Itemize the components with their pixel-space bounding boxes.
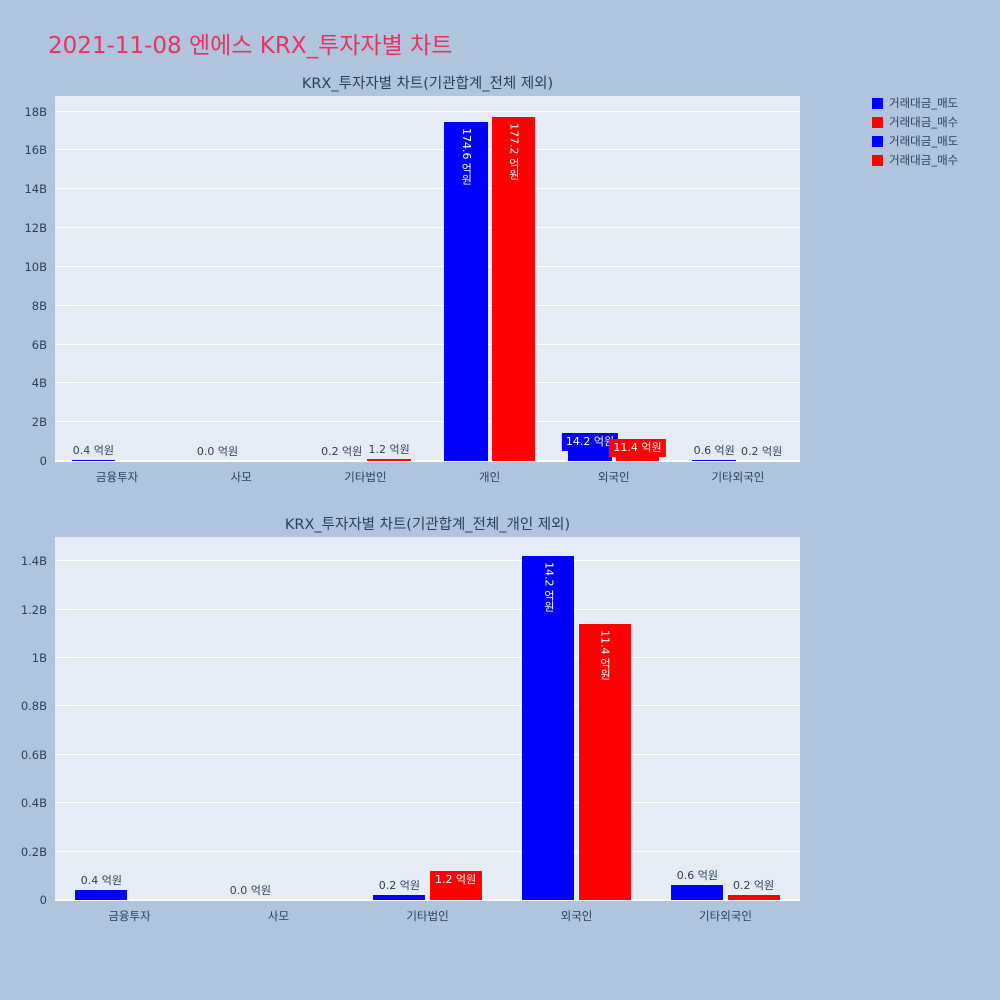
bar-value-label: 0.2 억원	[321, 444, 363, 458]
legend-item[interactable]: 거래대금_매수	[872, 152, 958, 168]
y-tick-label: 14B	[24, 182, 47, 197]
bar-value-label: 1.2 억원	[368, 442, 410, 456]
bar-value-label: 0.0 억원	[229, 884, 272, 897]
y-tick-label: 10B	[24, 259, 47, 274]
gridline	[55, 382, 800, 384]
legend-swatch-icon	[872, 97, 883, 109]
gridline	[55, 460, 800, 462]
gridline	[55, 304, 800, 306]
page-title: 2021-11-08 엔에스 KRX_투자자별 차트	[48, 33, 453, 59]
gridline	[55, 188, 800, 190]
legend-item-label: 거래대금_매수	[889, 153, 959, 167]
bar-value-label: 0.6 억원	[693, 443, 735, 457]
x-category-label: 외국인	[560, 909, 593, 923]
bar-value-label: 11.4 억원	[609, 438, 666, 457]
bar-value-label: 14.2 억원	[561, 433, 619, 452]
bar-value-label: 0.4 억원	[80, 874, 123, 888]
y-tick-label: 0.6B	[20, 747, 47, 762]
bar[interactable]	[71, 460, 116, 461]
y-tick-label: 0.4B	[20, 796, 47, 811]
legend-item[interactable]: 거래대금_매수	[872, 114, 958, 130]
x-category-label: 금융투자	[108, 909, 151, 923]
legend-item[interactable]: 거래대금_매도	[872, 133, 958, 149]
gridline	[55, 899, 800, 901]
legend-item-label: 거래대금_매도	[889, 96, 959, 110]
gridline	[55, 227, 800, 229]
plot-area[interactable]: 0 0.2B 0.4B 0.6B 0.8B 1B 1.2B 1.4B 금융투자 사모 기타법인 외국인…	[21, 537, 800, 923]
bar[interactable]	[367, 458, 411, 461]
gridline	[55, 149, 800, 151]
x-category-label: 개인	[478, 470, 501, 484]
bar[interactable]	[692, 459, 736, 461]
x-category-label: 금융투자	[95, 470, 139, 484]
gridline	[55, 705, 800, 707]
bar-value-label: 0.2 억원	[732, 879, 775, 893]
y-tick-label: 12B	[24, 221, 47, 236]
y-tick-label: 0	[39, 454, 47, 468]
y-tick-label: 8B	[31, 298, 47, 313]
bar[interactable]	[671, 885, 724, 900]
legend-item[interactable]: 거래대금_매도	[872, 95, 958, 111]
bar[interactable]	[444, 122, 488, 461]
bar-value-label: 0.2 억원	[378, 879, 421, 893]
legend-swatch-icon	[872, 154, 883, 166]
gridline	[55, 110, 800, 112]
x-category-label: 사모	[267, 909, 290, 923]
bar-value-label: 11.4 억원	[598, 630, 612, 681]
legend-swatch-icon	[872, 116, 883, 128]
legend-swatch-icon	[872, 135, 883, 147]
gridline	[55, 343, 800, 345]
chart-title: KRX_투자자별 차트(기관합계_전체 제외)	[301, 76, 554, 92]
bar-value-label: 177.2 억원	[507, 122, 521, 180]
bar-value-label: 0.6 억원	[676, 869, 719, 883]
gridline	[55, 802, 800, 804]
x-category-label: 외국인	[597, 470, 630, 484]
bar[interactable]	[522, 556, 575, 900]
y-tick-label: 18B	[24, 104, 47, 119]
bar[interactable]	[373, 895, 426, 900]
gridline	[55, 850, 800, 852]
y-tick-label: 6B	[31, 337, 47, 352]
gridline	[55, 608, 800, 610]
bar-value-label: 14.2 억원	[542, 562, 556, 613]
gridline	[55, 657, 800, 658]
bar[interactable]	[727, 895, 780, 900]
bar-value-label: 0.4 억원	[72, 444, 114, 458]
y-tick-label: 1B	[31, 651, 47, 665]
gridline	[55, 421, 800, 423]
y-tick-label: 0.2B	[20, 844, 47, 859]
chart-title: KRX_투자자별 차트(기관합계_전체_개인 제외)	[284, 517, 571, 533]
gridline	[55, 753, 800, 755]
y-tick-label: 2B	[31, 415, 47, 430]
x-category-label: 사모	[230, 470, 252, 484]
y-tick-label: 0.8B	[20, 699, 47, 714]
plot-area[interactable]: 0 2B 4B 6B 8B 10B 12B 14B 16B 18B 금융투자 사모 기타법인 개인 외국인 기…	[24, 96, 800, 484]
y-tick-label: 4B	[31, 376, 47, 391]
x-category-label: 기타외국인	[711, 470, 765, 484]
y-tick-label: 1.2B	[20, 602, 47, 617]
legend: 거래대금_매도 거래대금_매수 거래대금_매도 거래대금_매수	[872, 95, 958, 171]
x-category-label: 기타외국인	[699, 909, 752, 923]
bar-value-label: 0.2 억원	[741, 444, 783, 458]
y-tick-label: 0	[39, 893, 47, 907]
x-category-label: 기타법인	[344, 470, 387, 484]
legend-item-label: 거래대금_매도	[889, 134, 959, 148]
gridline	[55, 265, 800, 267]
bar-value-label: 1.2 억원	[430, 870, 481, 889]
legend-item-label: 거래대금_매수	[889, 115, 959, 129]
bar[interactable]	[491, 116, 536, 461]
bar-value-label: 174.6 억원	[459, 128, 473, 186]
bar[interactable]	[75, 890, 128, 900]
x-category-label: 기타법인	[406, 909, 449, 923]
y-tick-label: 16B	[24, 143, 47, 158]
gridline	[55, 560, 800, 562]
y-tick-label: 1.4B	[20, 554, 47, 569]
bar-value-label: 0.0 억원	[196, 445, 239, 458]
bar[interactable]	[578, 624, 631, 900]
